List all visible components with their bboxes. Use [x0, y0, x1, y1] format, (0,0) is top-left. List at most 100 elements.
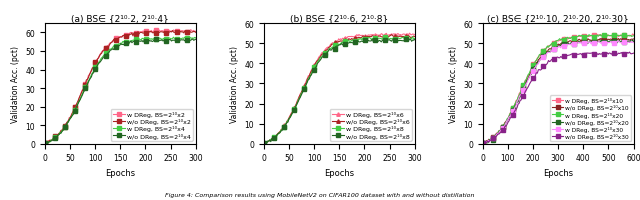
Y-axis label: Validation Acc. (pct): Validation Acc. (pct): [449, 46, 458, 122]
w/o DReg, BS=2¹⁰x8: [261, 142, 269, 144]
w/o DReg, BS=2¹⁰x4: [42, 142, 50, 145]
w/o DReg, BS=2¹⁰x30: [584, 53, 592, 55]
w/o DReg, BS=2¹⁰x8: [346, 42, 354, 44]
w DReg, BS=2¹⁰x6: [406, 33, 413, 35]
w DReg, BS=2¹⁰x4: [147, 39, 154, 41]
w/o DReg, BS=2¹⁰x4: [189, 39, 196, 41]
w DReg, BS=2¹⁰x20: [529, 65, 537, 67]
w DReg, BS=2¹⁰x4: [127, 41, 135, 43]
w/o DReg, BS=2¹⁰x4: [121, 43, 129, 46]
w/o DReg, BS=2¹⁰x8: [310, 69, 318, 71]
w DReg, BS=2¹⁰x10: [558, 38, 566, 41]
w/o DReg, BS=2¹⁰x6: [385, 36, 393, 38]
w DReg, BS=2¹⁰x8: [260, 142, 268, 144]
X-axis label: Epochs: Epochs: [105, 168, 135, 177]
w/o DReg, BS=2¹⁰x30: [540, 66, 547, 68]
w/o DReg, BS=2¹⁰x30: [604, 54, 612, 56]
w/o DReg, BS=2¹⁰x4: [41, 142, 49, 144]
w DReg, BS=2¹⁰x2: [121, 35, 129, 37]
w DReg, BS=2¹⁰x4: [121, 41, 129, 43]
Line: w/o DReg, BS=2¹⁰x2: w/o DReg, BS=2¹⁰x2: [43, 30, 198, 146]
w DReg, BS=2¹⁰x30: [604, 42, 612, 45]
Title: (a) BS∈ {2¹⁰·2, 2¹⁰·4}: (a) BS∈ {2¹⁰·2, 2¹⁰·4}: [72, 14, 169, 23]
w/o DReg, BS=2¹⁰x10: [480, 143, 488, 145]
w/o DReg, BS=2¹⁰x8: [368, 39, 376, 41]
Line: w/o DReg, BS=2¹⁰x6: w/o DReg, BS=2¹⁰x6: [262, 34, 417, 146]
w DReg, BS=2¹⁰x6: [260, 142, 268, 144]
w DReg, BS=2¹⁰x2: [42, 142, 50, 145]
w/o DReg, BS=2¹⁰x2: [42, 143, 50, 145]
w/o DReg, BS=2¹⁰x10: [598, 37, 606, 40]
w/o DReg, BS=2¹⁰x6: [261, 143, 269, 145]
w DReg, BS=2¹⁰x20: [480, 143, 488, 145]
w DReg, BS=2¹⁰x2: [192, 31, 200, 33]
w/o DReg, BS=2¹⁰x2: [192, 32, 200, 34]
w DReg, BS=2¹⁰x6: [261, 142, 269, 145]
Line: w DReg, BS=2¹⁰x6: w DReg, BS=2¹⁰x6: [262, 32, 417, 145]
w DReg, BS=2¹⁰x6: [385, 34, 393, 37]
w/o DReg, BS=2¹⁰x2: [166, 31, 174, 33]
w/o DReg, BS=2¹⁰x4: [166, 39, 174, 42]
w/o DReg, BS=2¹⁰x20: [604, 41, 612, 44]
w DReg, BS=2¹⁰x20: [584, 36, 592, 39]
w/o DReg, BS=2¹⁰x4: [102, 55, 109, 57]
w DReg, BS=2¹⁰x4: [166, 38, 174, 41]
w/o DReg, BS=2¹⁰x10: [630, 39, 637, 41]
w/o DReg, BS=2¹⁰x8: [411, 39, 419, 41]
w DReg, BS=2¹⁰x20: [479, 142, 486, 144]
w DReg, BS=2¹⁰x10: [529, 66, 536, 69]
w DReg, BS=2¹⁰x10: [564, 39, 572, 41]
w/o DReg, BS=2¹⁰x6: [260, 142, 268, 144]
Y-axis label: Validation Acc. (pct): Validation Acc. (pct): [11, 46, 20, 122]
w DReg, BS=2¹⁰x4: [185, 37, 193, 39]
w/o DReg, BS=2¹⁰x10: [605, 39, 613, 42]
w/o DReg, BS=2¹⁰x8: [340, 43, 348, 46]
w DReg, BS=2¹⁰x2: [102, 47, 109, 50]
w/o DReg, BS=2¹⁰x30: [481, 143, 488, 145]
w DReg, BS=2¹⁰x2: [127, 32, 135, 34]
Line: w DReg, BS=2¹⁰x10: w DReg, BS=2¹⁰x10: [481, 33, 636, 145]
w DReg, BS=2¹⁰x8: [319, 55, 327, 57]
w DReg, BS=2¹⁰x10: [604, 34, 611, 37]
Line: w/o DReg, BS=2¹⁰x30: w/o DReg, BS=2¹⁰x30: [481, 51, 636, 146]
w/o DReg, BS=2¹⁰x4: [147, 41, 154, 43]
w/o DReg, BS=2¹⁰x20: [565, 44, 573, 46]
w DReg, BS=2¹⁰x8: [345, 40, 353, 43]
w DReg, BS=2¹⁰x30: [480, 143, 488, 145]
w DReg, BS=2¹⁰x6: [340, 38, 348, 41]
w DReg, BS=2¹⁰x10: [628, 34, 636, 36]
w/o DReg, BS=2¹⁰x6: [388, 34, 396, 37]
w DReg, BS=2¹⁰x6: [310, 65, 318, 67]
Line: w DReg, BS=2¹⁰x2: w DReg, BS=2¹⁰x2: [43, 29, 198, 145]
Legend: w DReg, BS=2¹⁰x10, w/o DReg, BS=2¹⁰x10, w DReg, BS=2¹⁰x20, w/o DReg, BS=2¹⁰x20, : w DReg, BS=2¹⁰x10, w/o DReg, BS=2¹⁰x10, …: [550, 96, 630, 141]
Title: (c) BS∈ {2¹⁰·10, 2¹⁰·20, 2¹⁰·30}: (c) BS∈ {2¹⁰·10, 2¹⁰·20, 2¹⁰·30}: [487, 14, 629, 23]
w DReg, BS=2¹⁰x6: [411, 34, 419, 37]
w/o DReg, BS=2¹⁰x20: [479, 142, 486, 144]
w/o DReg, BS=2¹⁰x2: [41, 142, 49, 144]
w/o DReg, BS=2¹⁰x4: [192, 39, 200, 41]
w/o DReg, BS=2¹⁰x10: [559, 43, 566, 46]
w DReg, BS=2¹⁰x6: [321, 50, 328, 53]
w DReg, BS=2¹⁰x30: [614, 40, 622, 43]
w/o DReg, BS=2¹⁰x2: [127, 34, 135, 36]
w/o DReg, BS=2¹⁰x4: [92, 69, 99, 71]
w/o DReg, BS=2¹⁰x30: [559, 55, 566, 58]
w/o DReg, BS=2¹⁰x2: [121, 35, 129, 38]
w DReg, BS=2¹⁰x30: [584, 43, 592, 45]
w DReg, BS=2¹⁰x30: [559, 45, 566, 47]
w/o DReg, BS=2¹⁰x20: [529, 69, 537, 71]
w/o DReg, BS=2¹⁰x30: [626, 52, 634, 54]
Legend: w DReg, BS=2¹⁰x6, w/o DReg, BS=2¹⁰x6, w DReg, BS=2¹⁰x8, w/o DReg, BS=2¹⁰x8: w DReg, BS=2¹⁰x6, w/o DReg, BS=2¹⁰x6, w …: [330, 110, 412, 141]
Line: w/o DReg, BS=2¹⁰x10: w/o DReg, BS=2¹⁰x10: [481, 37, 636, 145]
w/o DReg, BS=2¹⁰x2: [92, 62, 99, 64]
w/o DReg, BS=2¹⁰x8: [321, 55, 328, 57]
w DReg, BS=2¹⁰x20: [630, 35, 637, 38]
w DReg, BS=2¹⁰x10: [539, 52, 547, 55]
w DReg, BS=2¹⁰x30: [540, 56, 547, 59]
w DReg, BS=2¹⁰x30: [529, 71, 537, 73]
Line: w/o DReg, BS=2¹⁰x8: w/o DReg, BS=2¹⁰x8: [262, 38, 417, 145]
w/o DReg, BS=2¹⁰x4: [127, 41, 135, 43]
w DReg, BS=2¹⁰x4: [43, 143, 51, 145]
Line: w DReg, BS=2¹⁰x30: w DReg, BS=2¹⁰x30: [481, 40, 636, 146]
w/o DReg, BS=2¹⁰x20: [559, 43, 566, 45]
